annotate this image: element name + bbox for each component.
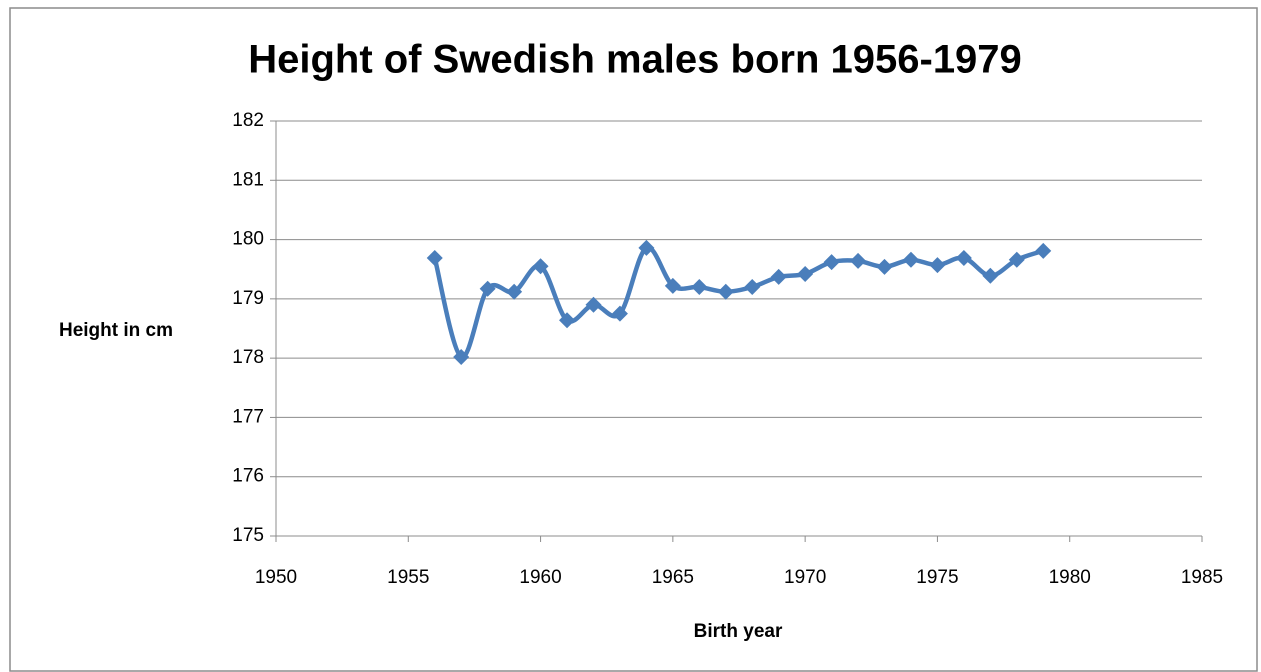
x-tick-label: 1985 [1181,567,1223,588]
marker [506,283,523,300]
x-tick-label: 1975 [916,567,958,588]
marker [532,258,549,275]
marker [955,249,972,266]
marker [585,296,602,313]
y-tick-label: 182 [232,110,264,131]
marker [664,277,681,294]
marker [744,279,761,295]
y-tick-label: 178 [232,347,264,368]
marker [1035,242,1052,259]
marker [1008,251,1025,268]
x-axis-title: Birth year [694,621,783,642]
chart-frame [9,7,1258,672]
marker [691,279,708,295]
marker [453,348,470,365]
marker [638,239,655,256]
x-tick-label: 1980 [1049,567,1091,588]
marker [426,249,443,266]
marker [823,254,840,271]
x-tick-label: 1950 [255,567,297,588]
marker [559,312,576,329]
marker [717,283,734,300]
x-tick-label: 1965 [652,567,694,588]
y-tick-label: 177 [232,406,264,427]
y-tick-label: 176 [232,466,264,487]
y-tick-label: 180 [232,229,264,250]
marker [876,258,893,275]
y-tick-label: 175 [232,525,264,546]
x-tick-label: 1970 [784,567,826,588]
y-tick-label: 181 [232,169,264,190]
marker [479,280,496,297]
marker [797,265,814,282]
x-tick-label: 1955 [387,567,429,588]
y-axis-title: Height in cm [59,320,173,341]
marker [902,251,919,268]
y-tick-label: 179 [232,288,264,309]
x-tick-label: 1960 [519,567,561,588]
marker [850,252,867,269]
marker [929,257,946,274]
marker [982,267,999,284]
marker [611,305,628,322]
chart-title: Height of Swedish males born 1956-1979 [248,38,1022,82]
marker [770,268,787,285]
